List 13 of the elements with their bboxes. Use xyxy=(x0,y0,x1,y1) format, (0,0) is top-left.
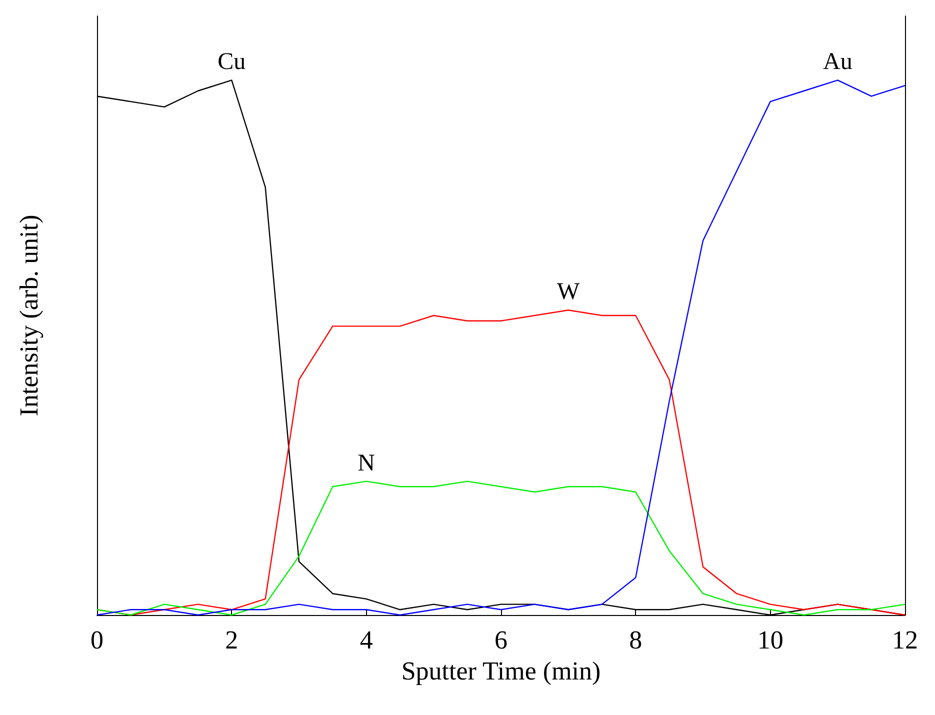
x-tick-label: 2 xyxy=(225,626,238,654)
x-tick-label: 8 xyxy=(629,626,642,654)
series-label: Cu xyxy=(218,49,246,76)
x-tick-label: 4 xyxy=(360,626,373,654)
x-axis-title: Sputter Time (min) xyxy=(401,656,601,686)
series-label: N xyxy=(358,450,376,476)
x-tick-label: 6 xyxy=(494,626,508,654)
series-label: W xyxy=(557,279,580,306)
series-label: Au xyxy=(822,49,852,76)
y-axis-title: Intensity (arb. unit) xyxy=(14,214,44,416)
x-tick-label: 10 xyxy=(757,626,784,654)
x-tick-label: 0 xyxy=(90,626,104,654)
x-tick-label: 12 xyxy=(892,626,918,654)
